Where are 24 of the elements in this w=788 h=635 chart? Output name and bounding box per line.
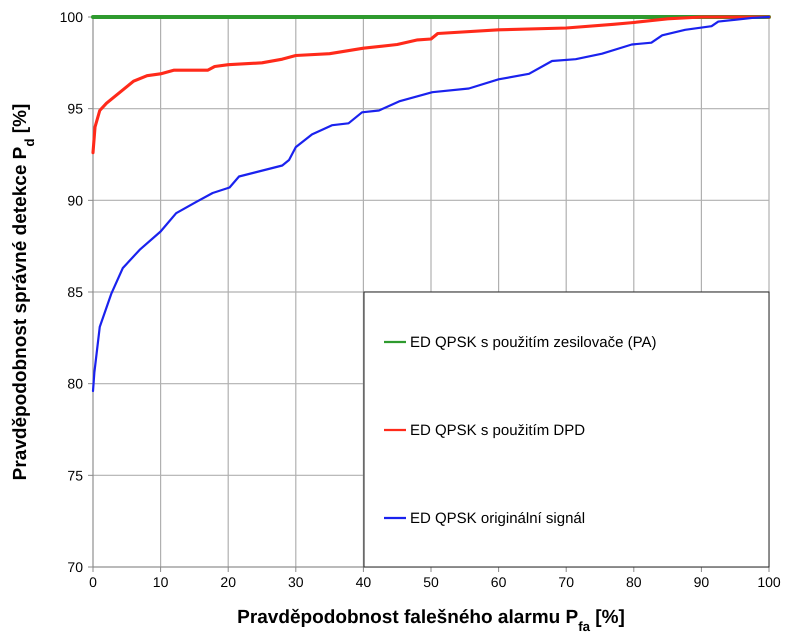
x-tick-label: 80 xyxy=(626,574,642,590)
x-tick-label: 90 xyxy=(694,574,710,590)
y-tick-label: 95 xyxy=(67,100,84,117)
y-tick-label: 80 xyxy=(67,376,84,392)
y-tick-label: 85 xyxy=(67,284,84,300)
x-tick-label: 30 xyxy=(288,574,304,590)
x-tick-label: 10 xyxy=(152,574,169,590)
y-tick-label: 100 xyxy=(60,9,84,25)
x-tick-label: 60 xyxy=(490,574,507,590)
x-tick-label: 0 xyxy=(89,574,98,590)
legend-label: ED QPSK originální signál xyxy=(410,510,586,527)
x-tick-label: 100 xyxy=(757,574,781,590)
line-series xyxy=(91,15,771,154)
x-tick-label: 20 xyxy=(220,574,236,590)
line-series xyxy=(92,16,770,392)
legend-label: ED QPSK s použitím zesilovače (PA) xyxy=(410,334,656,351)
x-tick-label: 70 xyxy=(558,574,574,590)
y-tick-label: 90 xyxy=(67,192,84,208)
y-tick-label: 75 xyxy=(67,467,84,484)
x-axis-title: Pravděpodobnost falešného alarmu P$_{fa}$ [%] xyxy=(237,607,625,634)
y-tick-label: 70 xyxy=(67,559,84,575)
x-tick-label: 40 xyxy=(356,574,372,590)
legend-label: ED QPSK s použitím DPD xyxy=(410,422,586,439)
x-tick-label: 50 xyxy=(423,574,439,590)
